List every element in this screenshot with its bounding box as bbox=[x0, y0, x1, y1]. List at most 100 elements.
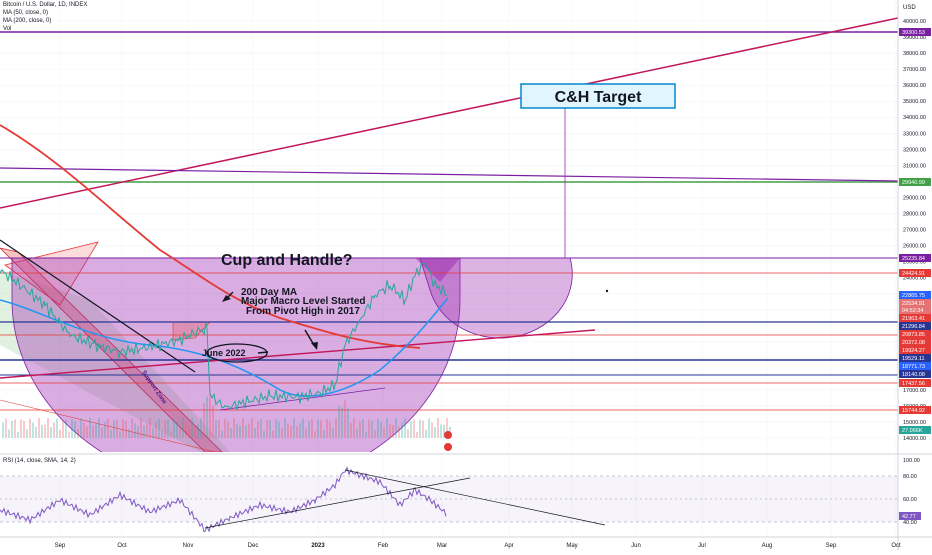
price-badge bbox=[899, 178, 931, 186]
volume-bar bbox=[269, 420, 271, 438]
volume-bar bbox=[71, 419, 73, 438]
volume-bar bbox=[65, 419, 67, 438]
volume-bar bbox=[365, 431, 367, 438]
volume-bar bbox=[317, 419, 319, 438]
price-badge bbox=[899, 254, 931, 262]
event-icon-2[interactable] bbox=[444, 443, 452, 451]
volume-bar bbox=[257, 421, 259, 438]
volume-bar bbox=[74, 421, 76, 438]
price-tick-label: 15000.00 bbox=[903, 420, 926, 426]
event-icon-1[interactable] bbox=[444, 431, 452, 439]
june-2022-ellipse bbox=[206, 343, 268, 363]
price-badge bbox=[899, 362, 931, 370]
volume-bar bbox=[2, 422, 4, 438]
volume-bar bbox=[47, 418, 49, 438]
volume-bar bbox=[134, 423, 136, 438]
price-badge bbox=[899, 354, 931, 362]
volume-bar bbox=[185, 423, 187, 438]
volume-bar bbox=[251, 418, 253, 438]
volume-bar bbox=[191, 418, 193, 438]
volume-bar bbox=[164, 420, 166, 438]
volume-bar bbox=[128, 428, 130, 438]
volume-bar bbox=[197, 423, 199, 438]
volume-bar bbox=[320, 420, 322, 438]
volume-bar bbox=[263, 430, 265, 438]
volume-bar bbox=[392, 424, 394, 438]
volume-bar bbox=[302, 418, 304, 438]
volume-bar bbox=[5, 418, 7, 438]
rsi-tick-label: 80.00 bbox=[903, 474, 917, 480]
price-badge bbox=[899, 291, 931, 299]
support-zone-fill bbox=[0, 270, 230, 452]
volume-bar bbox=[344, 400, 346, 438]
time-axis[interactable]: Sep Oct Nov Dec 2023 Feb Mar Apr May Jun Jul Aug Sep… bbox=[55, 543, 901, 549]
price-badge bbox=[899, 346, 931, 354]
volume-bar bbox=[371, 420, 373, 438]
price-badge bbox=[899, 306, 931, 314]
volume-bar bbox=[341, 407, 343, 438]
volume-bar bbox=[428, 418, 430, 438]
volume-bars bbox=[2, 393, 451, 438]
time-tick-label: May bbox=[566, 543, 577, 549]
volume-bar bbox=[374, 429, 376, 438]
volume-bar bbox=[80, 418, 82, 438]
volume-bar bbox=[155, 421, 157, 438]
volume-bar bbox=[410, 421, 412, 438]
price-tick-label: 27000.00 bbox=[903, 228, 926, 234]
ma200-legend[interactable]: MA (200, close, 0) bbox=[3, 18, 52, 24]
volume-bar bbox=[386, 418, 388, 438]
volume-bar bbox=[434, 427, 436, 438]
price-tick-label: 31000.00 bbox=[903, 163, 926, 169]
marker-dot bbox=[605, 289, 609, 293]
price-tick-label: 25000.00 bbox=[903, 260, 926, 266]
price-tick-label: 17000.00 bbox=[903, 388, 926, 394]
volume-bar bbox=[239, 425, 241, 438]
price-badge-label: 19529.11 bbox=[902, 356, 925, 362]
ma-label-1: 200 Day MA bbox=[241, 287, 297, 298]
time-tick-label: Dec bbox=[248, 543, 259, 549]
volume-bar bbox=[284, 418, 286, 438]
volume-bar bbox=[260, 419, 262, 438]
price-badge bbox=[899, 28, 931, 36]
volume-bar bbox=[266, 419, 268, 438]
volume-bar bbox=[224, 418, 226, 438]
volume-bar bbox=[380, 422, 382, 438]
volume-bar bbox=[383, 427, 385, 438]
june-label: June 2022 bbox=[202, 348, 246, 358]
price-tick-label: 40000.00 bbox=[903, 19, 926, 25]
volume-bar bbox=[218, 420, 220, 438]
volume-bar bbox=[359, 421, 361, 438]
time-tick-label: Nov bbox=[183, 543, 194, 549]
volume-bar bbox=[395, 418, 397, 438]
volume-bar bbox=[206, 396, 208, 438]
rsi-tick-label: 100.00 bbox=[903, 458, 920, 464]
volume-bar bbox=[308, 421, 310, 438]
volume-bar bbox=[209, 393, 211, 438]
price-tick-label: 33000.00 bbox=[903, 131, 926, 137]
volume-bar bbox=[416, 431, 418, 438]
volume-bar bbox=[404, 418, 406, 438]
volume-bar bbox=[398, 426, 400, 438]
volume-bar bbox=[212, 405, 214, 438]
volume-bar bbox=[368, 419, 370, 438]
volume-bar bbox=[26, 429, 28, 438]
volume-bar bbox=[278, 421, 280, 438]
volume-legend[interactable]: Vol bbox=[3, 26, 12, 32]
volume-bar bbox=[326, 418, 328, 438]
handle-triangle bbox=[415, 258, 460, 282]
volume-bar bbox=[407, 429, 409, 438]
volume-bar bbox=[83, 422, 85, 438]
price-badge bbox=[899, 322, 931, 330]
symbol-title[interactable]: Bitcoin / U.S. Dollar, 1D, INDEX bbox=[3, 2, 88, 8]
price-axis[interactable]: 40000.00 39000.00 38000.00 37000.00 36000.00… bbox=[903, 19, 926, 442]
volume-bar bbox=[419, 419, 421, 438]
price-tick-label: 24000.00 bbox=[903, 276, 926, 282]
volume-bar bbox=[425, 429, 427, 438]
volume-bar bbox=[62, 420, 64, 438]
volume-bar bbox=[20, 419, 22, 438]
volume-bar bbox=[107, 418, 109, 438]
price-badge-label: 29940.99 bbox=[902, 180, 925, 186]
ma50-legend[interactable]: MA (50, close, 0) bbox=[3, 10, 49, 16]
